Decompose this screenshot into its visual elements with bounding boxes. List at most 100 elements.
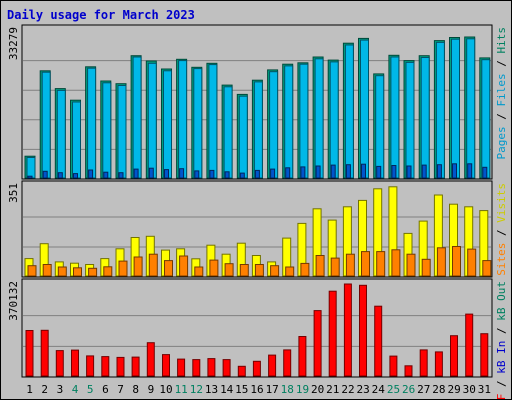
bar-kb-f-day-3 bbox=[55, 350, 64, 377]
x-tick-label: 4 bbox=[72, 383, 79, 396]
x-tick-label: 28 bbox=[432, 383, 445, 396]
bar-pages-day-25 bbox=[391, 165, 397, 179]
bar-pages-day-11 bbox=[179, 168, 185, 179]
x-tick-label: 30 bbox=[463, 383, 476, 396]
bar-sites-day-2 bbox=[42, 264, 52, 277]
legend-entry: kB Out bbox=[495, 281, 508, 321]
bar-kb-f-day-31 bbox=[480, 333, 489, 377]
bar-kb-f-day-10 bbox=[162, 354, 170, 377]
bar-sites-day-15 bbox=[239, 264, 249, 277]
legend-entry: kB F bbox=[495, 394, 508, 400]
bar-sites-day-4 bbox=[73, 267, 82, 277]
bar-kb-f-day-4 bbox=[71, 349, 79, 377]
bar-sites-day-19 bbox=[300, 262, 310, 277]
bar-files-day-29 bbox=[451, 38, 460, 179]
x-tick-label: 25 bbox=[387, 383, 400, 396]
bar-files-day-31 bbox=[481, 59, 491, 179]
bar-kb-f-day-27 bbox=[419, 349, 428, 377]
bar-kb-f-day-8 bbox=[131, 356, 140, 377]
x-tick-label: 14 bbox=[220, 383, 234, 396]
bar-pages-day-12 bbox=[194, 170, 200, 179]
legend-entry: / bbox=[495, 321, 508, 341]
chart-title: Daily usage for March 2023 bbox=[7, 8, 195, 22]
bar-pages-day-21 bbox=[330, 164, 336, 179]
x-tick-label: 3 bbox=[57, 383, 64, 396]
bar-sites-day-31 bbox=[482, 260, 492, 277]
bar-kb-f-day-12 bbox=[192, 359, 201, 377]
x-tick-label: 24 bbox=[372, 383, 386, 396]
ymax-label-traffic: 33279 bbox=[7, 27, 20, 60]
bar-pages-day-29 bbox=[452, 163, 457, 179]
legend-entry: / bbox=[495, 374, 508, 394]
bar-sites-day-17 bbox=[270, 265, 280, 277]
x-tick-label: 22 bbox=[341, 383, 354, 396]
bar-kb-f-day-29 bbox=[450, 335, 458, 377]
bar-sites-day-11 bbox=[179, 255, 189, 277]
legend-entry: / bbox=[495, 223, 508, 243]
bar-pages-day-24 bbox=[376, 165, 382, 179]
bar-pages-day-16 bbox=[254, 169, 260, 179]
legend-traffic: Pages / Files / Hits bbox=[495, 27, 508, 160]
bar-sites-day-27 bbox=[421, 258, 431, 277]
x-tick-label: 10 bbox=[159, 383, 172, 396]
x-tick-label: 15 bbox=[235, 383, 248, 396]
bar-files-day-18 bbox=[284, 65, 294, 179]
bar-sites-day-7 bbox=[118, 260, 128, 277]
legend-entry: Visits bbox=[495, 183, 508, 223]
x-tick-label: 6 bbox=[102, 383, 109, 396]
bar-files-day-27 bbox=[420, 57, 430, 179]
x-tick-label: 1 bbox=[26, 383, 33, 396]
bar-files-day-21 bbox=[329, 61, 339, 179]
bar-sites-day-20 bbox=[315, 255, 325, 277]
bar-files-day-7 bbox=[117, 85, 127, 179]
bar-sites-day-25 bbox=[391, 249, 401, 277]
bar-kb-f-day-1 bbox=[25, 330, 34, 377]
x-tick-label: 8 bbox=[132, 383, 139, 396]
bar-files-day-24 bbox=[375, 75, 385, 179]
x-tick-label: 5 bbox=[87, 383, 94, 396]
bar-kb-f-day-11 bbox=[177, 358, 186, 377]
bar-pages-day-9 bbox=[148, 167, 154, 179]
bar-files-day-16 bbox=[253, 81, 263, 179]
bar-kb-f-day-15 bbox=[237, 365, 246, 377]
bar-sites-day-22 bbox=[345, 253, 355, 277]
bar-sites-day-18 bbox=[285, 266, 295, 277]
bar-files-day-17 bbox=[269, 71, 279, 179]
bar-pages-day-7 bbox=[118, 172, 124, 179]
bar-pages-day-23 bbox=[361, 163, 366, 179]
bar-files-day-25 bbox=[390, 56, 400, 179]
bar-kb-f-day-24 bbox=[374, 305, 383, 377]
bar-kb-f-day-21 bbox=[328, 290, 337, 377]
bar-pages-day-2 bbox=[42, 170, 48, 179]
legend-entry: / bbox=[495, 107, 508, 127]
x-tick-label: 12 bbox=[190, 383, 203, 396]
bar-kb-f-day-14 bbox=[222, 359, 231, 377]
x-tick-label: 29 bbox=[447, 383, 460, 396]
bar-pages-day-18 bbox=[285, 167, 291, 179]
x-tick-label: 21 bbox=[326, 383, 339, 396]
bar-kb-f-day-28 bbox=[434, 351, 443, 377]
bar-sites-day-3 bbox=[57, 266, 67, 277]
bar-sites-day-21 bbox=[330, 257, 340, 277]
bar-pages-day-17 bbox=[270, 168, 276, 179]
x-tick-label: 31 bbox=[478, 383, 491, 396]
bar-sites-day-23 bbox=[361, 251, 370, 277]
bar-sites-day-1 bbox=[27, 265, 37, 277]
bar-sites-day-8 bbox=[133, 256, 143, 277]
bar-kb-f-day-9 bbox=[146, 342, 155, 377]
bar-files-day-20 bbox=[314, 58, 324, 179]
bar-files-day-14 bbox=[223, 86, 233, 179]
legend-entry: Pages bbox=[495, 126, 508, 159]
ymax-label-kbytes: 370132 bbox=[7, 281, 20, 321]
bar-kb-f-day-5 bbox=[86, 355, 95, 377]
bar-kb-f-day-20 bbox=[313, 310, 322, 377]
bar-pages-day-28 bbox=[436, 164, 442, 179]
bar-kb-f-day-2 bbox=[40, 329, 49, 377]
bar-kb-f-day-7 bbox=[116, 356, 125, 377]
x-tick-label: 16 bbox=[250, 383, 263, 396]
bar-files-day-30 bbox=[466, 38, 476, 179]
bar-pages-day-3 bbox=[57, 172, 63, 179]
bar-pages-day-27 bbox=[421, 164, 427, 179]
bar-files-day-28 bbox=[435, 41, 445, 179]
bar-sites-day-14 bbox=[224, 263, 234, 277]
